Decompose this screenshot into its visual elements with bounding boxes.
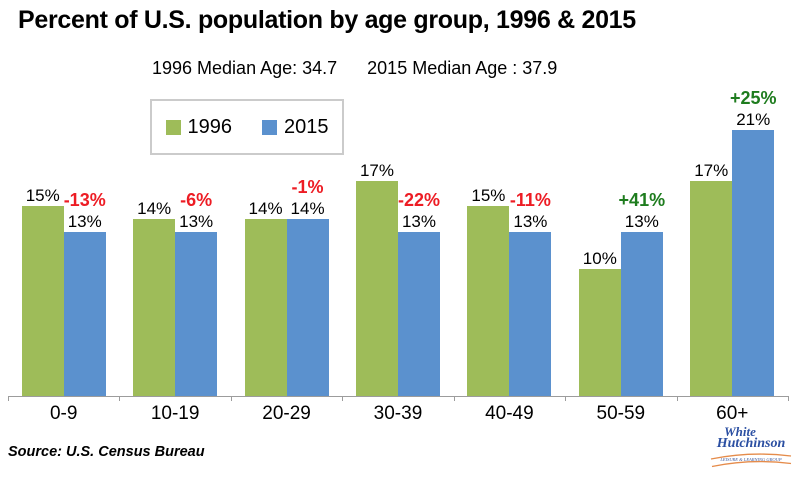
bar-1996-50-59 [578, 269, 621, 396]
x-axis-label-10-19: 10-19 [150, 403, 200, 424]
plot-area: 15% -13% 13% 14% -6% 13% 14% -1% 14% 17% -22% 13% 15… [8, 80, 789, 401]
white-hutchinson-logo: White Hutchinson LEISURE & LEARNING GROU… [706, 424, 796, 468]
bar-2015-30-39 [397, 232, 440, 396]
bar-column-2015: +25% 21% [729, 88, 777, 396]
change-label: +25% [729, 88, 777, 108]
bar-1996-10-19 [133, 219, 176, 396]
value-label-2015: 13% [513, 212, 548, 231]
value-label-1996: 17% [359, 161, 394, 180]
value-label-2015: 13% [401, 212, 436, 231]
value-label-1996: 15% [25, 186, 60, 205]
bar-group-20-29: 14% -1% 14% [231, 80, 342, 396]
bar-group-50-59: 10% +41% 13% [565, 80, 676, 396]
median-age-1996: 1996 Median Age: 34.7 [152, 58, 338, 78]
legend-swatch-1996-icon [165, 119, 181, 135]
logo-line1: White [724, 424, 756, 439]
value-label-2015: 13% [179, 212, 214, 231]
axis-tick [676, 396, 678, 401]
x-axis-label-30-39: 30-39 [373, 403, 423, 424]
change-label: +41% [618, 190, 666, 210]
bar-group-30-39: 17% -22% 13% [342, 80, 453, 396]
legend: 1996 2015 [150, 99, 344, 155]
value-label-1996: 15% [471, 186, 506, 205]
chart-subtitle: 1996 Median Age: 34.7 2015 Median Age : … [152, 58, 557, 79]
bar-group-0-9: 15% -13% 13% [8, 80, 119, 396]
bar-2015-50-59 [620, 232, 663, 396]
x-axis-label-60+: 60+ [716, 403, 749, 424]
bar-1996-0-9 [21, 206, 64, 396]
bar-2015-40-49 [509, 232, 552, 396]
value-label-2015: 21% [736, 110, 771, 129]
bar-2015-10-19 [175, 232, 218, 396]
value-label-2015: 13% [624, 212, 659, 231]
bar-column-1996: 17% [690, 160, 733, 396]
axis-tick [565, 396, 567, 401]
x-axis-label-40-49: 40-49 [485, 403, 534, 424]
value-label-1996: 17% [694, 161, 729, 180]
legend-label-2015: 2015 [284, 115, 329, 138]
source-note: Source: U.S. Census Bureau [8, 444, 205, 460]
bar-column-2015: -11% 13% [509, 190, 552, 396]
x-axis-label-50-59: 50-59 [596, 403, 646, 424]
bar-group-40-49: 15% -11% 13% [454, 80, 565, 396]
logo-line2: Hutchinson [716, 435, 786, 451]
bar-column-2015: -1% 14% [286, 177, 329, 396]
axis-tick [453, 396, 455, 401]
bar-2015-0-9 [63, 232, 106, 396]
bar-2015-20-29 [286, 219, 329, 396]
value-label-2015: 13% [67, 212, 102, 231]
bar-column-1996: 14% [244, 198, 287, 396]
value-label-2015: 14% [290, 199, 325, 218]
axis-tick [119, 396, 121, 401]
value-label-1996: 14% [248, 199, 283, 218]
bar-1996-40-49 [467, 206, 510, 396]
bar-group-10-19: 14% -6% 13% [119, 80, 230, 396]
chart-title: Percent of U.S. population by age group,… [18, 6, 636, 34]
median-age-2015: 2015 Median Age : 37.9 [367, 58, 558, 78]
bar-1996-20-29 [244, 219, 287, 396]
value-label-1996: 10% [582, 249, 617, 268]
x-axis-label-0-9: 0-9 [49, 403, 78, 424]
bar-1996-30-39 [355, 181, 398, 396]
axis-tick [788, 396, 789, 401]
bar-column-1996: 10% [578, 248, 621, 396]
bar-1996-60+ [690, 181, 733, 396]
legend-label-1996: 1996 [187, 115, 233, 138]
bar-2015-60+ [732, 130, 775, 396]
change-label: -13% [63, 190, 106, 210]
legend-item-1996: 1996 [165, 115, 233, 139]
change-label: -6% [180, 190, 213, 210]
bar-column-1996: 14% [133, 198, 176, 396]
legend-item-2015: 2015 [262, 116, 329, 139]
x-axis-labels: 0-9 10-19 20-29 30-39 40-49 50-59 60+ [8, 403, 788, 425]
value-label-1996: 14% [137, 199, 172, 218]
x-axis-label-20-29: 20-29 [262, 403, 311, 424]
bar-group-60+: 17% +25% 21% [677, 80, 788, 396]
axis-tick [230, 396, 232, 401]
change-label: -1% [291, 177, 324, 197]
bar-column-2015: -6% 13% [175, 190, 218, 396]
axis-tick [342, 396, 344, 401]
logo-swoosh-icon: LEISURE & LEARNING GROUP [710, 453, 792, 468]
logo-tagline: LEISURE & LEARNING GROUP [719, 457, 782, 462]
bar-column-2015: -13% 13% [64, 190, 106, 396]
bar-column-1996: 15% [467, 185, 510, 396]
bar-column-2015: +41% 13% [618, 190, 666, 396]
change-label: -22% [397, 190, 440, 210]
legend-swatch-2015-icon [262, 119, 277, 135]
axis-tick [8, 396, 9, 401]
bar-column-2015: -22% 13% [398, 190, 440, 396]
bar-column-1996: 17% [355, 160, 398, 396]
change-label: -11% [509, 190, 551, 210]
bar-column-1996: 15% [21, 185, 64, 396]
